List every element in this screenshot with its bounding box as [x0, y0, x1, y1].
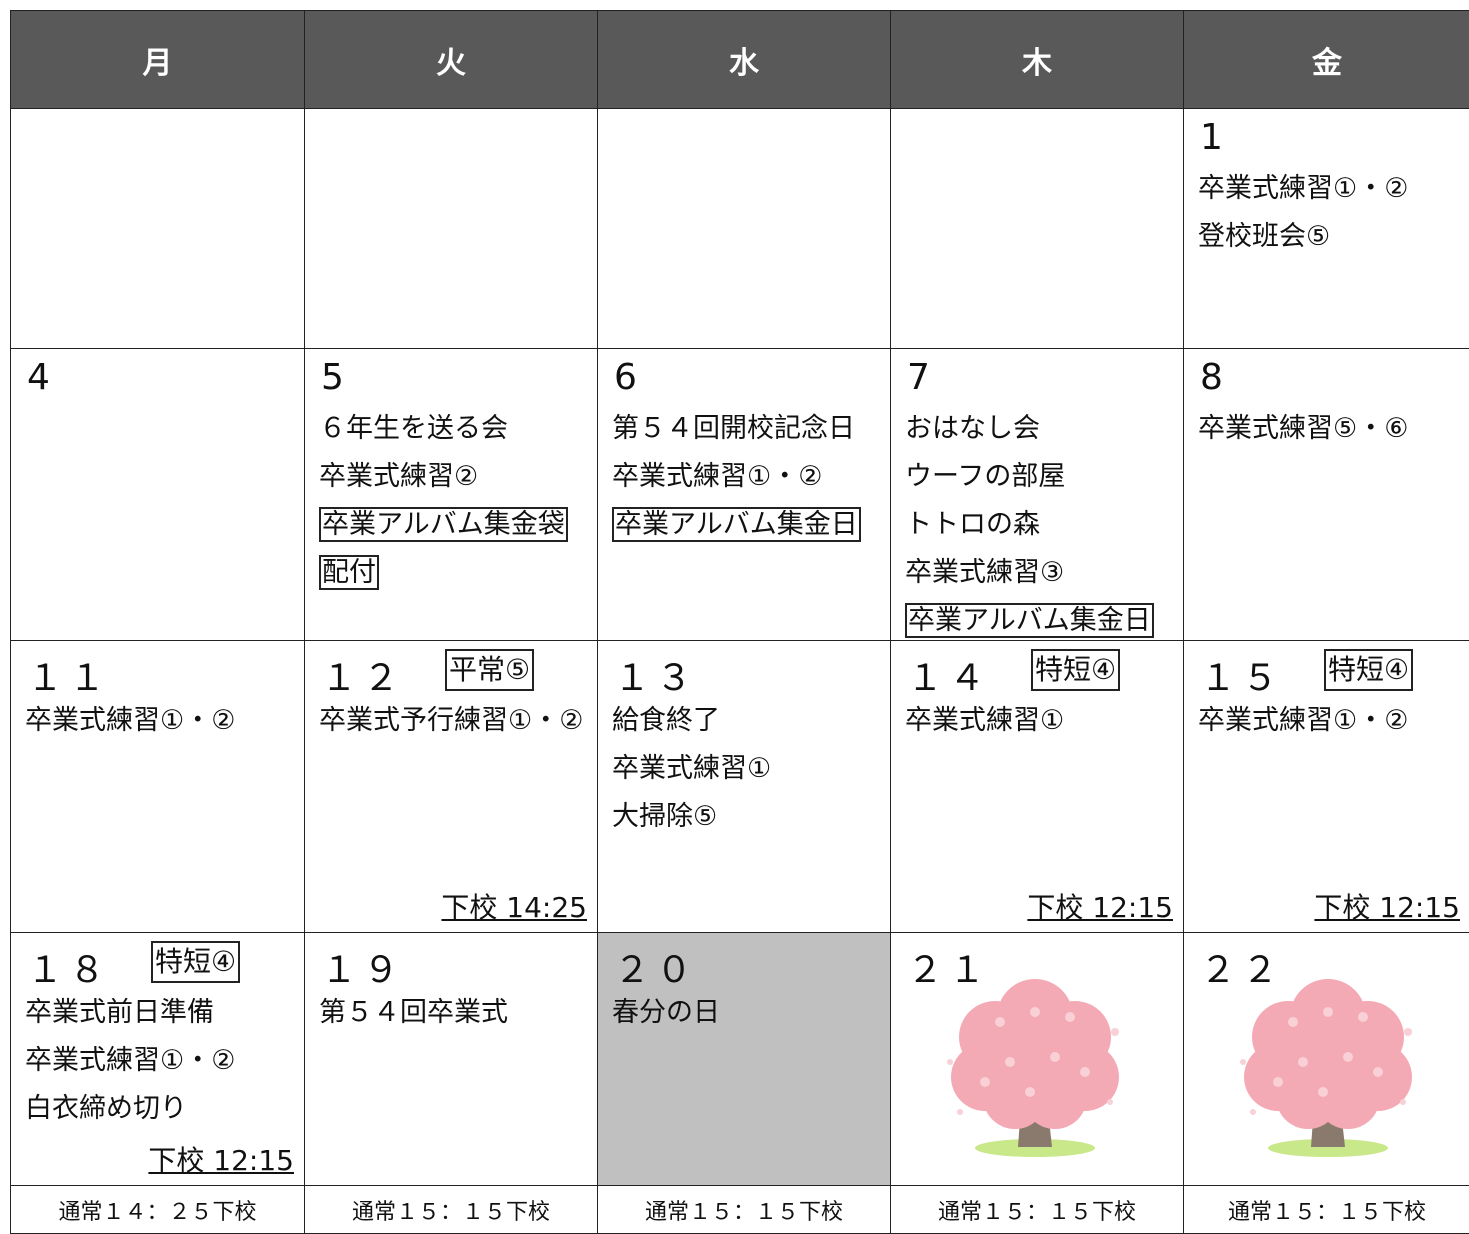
events: 第５４回開校記念日 卒業式練習①・② 卒業アルバム集金日 — [612, 405, 884, 549]
event: ６年生を送る会 — [319, 413, 508, 444]
day-header: 木 — [890, 10, 1184, 109]
day-cell: １４ 特短④ 卒業式練習① 下校 12:15 — [890, 640, 1184, 933]
day-header: 火 — [304, 10, 598, 109]
event: 卒業式練習①・② — [25, 705, 236, 736]
event: 卒業式練習① — [905, 705, 1065, 736]
notice-line: 卒業アルバム集金日 — [905, 597, 1177, 640]
notice-line: 卒業アルバム集金袋配付 — [319, 501, 591, 597]
event: ウーフの部屋 — [905, 461, 1066, 492]
badge: 特短④ — [1324, 649, 1414, 691]
date: 1 — [1200, 117, 1229, 158]
event: 春分の日 — [612, 997, 720, 1028]
event: 大掃除⑤ — [612, 801, 718, 832]
day-header: 水 — [597, 10, 891, 109]
event: 卒業式練習①・② — [25, 1045, 236, 1076]
illustration — [930, 972, 1140, 1166]
events: 卒業式練習⑤・⑥ — [1198, 405, 1464, 453]
event: 第５４回卒業式 — [319, 997, 508, 1028]
date: 6 — [614, 357, 643, 398]
event: 卒業式練習①・② — [612, 461, 823, 492]
day-cell: １２ 平常⑤ 卒業式予行練習①・② 下校 14:25 — [304, 640, 598, 933]
cherry-tree — [947, 979, 1119, 1157]
day-cell — [304, 108, 598, 349]
date: １２ — [321, 658, 406, 699]
date: ２０ — [614, 950, 699, 991]
event: 卒業式練習①・② — [1198, 173, 1409, 204]
event: 卒業式練習③ — [905, 557, 1065, 588]
day-header: 金 — [1183, 10, 1469, 109]
date: １４ — [907, 658, 992, 699]
footer-note: 通常１５：１５下校 — [1183, 1185, 1469, 1234]
day-cell: 8 卒業式練習⑤・⑥ — [1183, 348, 1469, 641]
date: １１ — [27, 658, 112, 699]
dismissal: 下校 14:25 — [441, 891, 587, 924]
dismissal: 下校 12:15 — [1314, 891, 1460, 924]
dismissal: 下校 12:15 — [1027, 891, 1173, 924]
day-cell: １８ 特短④ 卒業式前日準備 卒業式練習①・② 白衣締め切り下校 12:15 — [10, 932, 305, 1186]
footer-note: 通常１４：２５下校 — [10, 1185, 305, 1234]
event: おはなし会 — [905, 413, 1040, 444]
event: 卒業式練習①・② — [1198, 705, 1409, 736]
day-cell: １５ 特短④ 卒業式練習①・② 下校 12:15 — [1183, 640, 1469, 933]
illustration — [1223, 972, 1433, 1166]
date: １８ — [27, 950, 112, 991]
day-cell — [597, 108, 891, 349]
day-cell: １１ 卒業式練習①・② — [10, 640, 305, 933]
date: ２１ — [907, 950, 992, 991]
day-header: 月 — [10, 10, 305, 109]
day-cell: 1 卒業式練習①・② 登校班会⑤ — [1183, 108, 1469, 349]
day-cell: 7 おはなし会ウーフの部屋 トトロの森卒業式練習③ 卒業アルバム集金日 — [890, 348, 1184, 641]
date: 5 — [321, 357, 350, 398]
date: 8 — [1200, 357, 1229, 398]
event: 卒業式練習② — [319, 461, 479, 492]
dismissal: 下校 12:15 — [148, 1144, 294, 1177]
events: 卒業式前日準備 卒業式練習①・② 白衣締め切り — [25, 989, 298, 1133]
events: 春分の日 — [612, 989, 884, 1037]
day-cell: ２０ 春分の日 — [597, 932, 891, 1186]
date: 4 — [27, 357, 56, 398]
footer-note: 通常１５：１５下校 — [304, 1185, 598, 1234]
event: 給食終了 — [612, 705, 720, 736]
event: 登校班会⑤ — [1198, 221, 1331, 252]
events: 第５４回卒業式 — [319, 989, 591, 1037]
event: 卒業式前日準備 — [25, 997, 214, 1028]
event: 卒業式予行練習①・② — [319, 705, 584, 736]
events: おはなし会ウーフの部屋 トトロの森卒業式練習③ 卒業アルバム集金日 — [905, 405, 1177, 640]
notice: 卒業アルバム集金日 — [905, 603, 1154, 638]
events: 卒業式練習①・② — [25, 697, 298, 745]
footer-note: 通常１５：１５下校 — [890, 1185, 1184, 1234]
footer-note: 通常１５：１５下校 — [597, 1185, 891, 1234]
event: 卒業式練習⑤・⑥ — [1198, 413, 1409, 444]
events: 卒業式予行練習①・② — [319, 697, 591, 745]
event: 第５４回開校記念日 — [612, 413, 855, 444]
day-cell: １９ 第５４回卒業式 — [304, 932, 598, 1186]
day-cell — [890, 108, 1184, 349]
day-cell — [10, 108, 305, 349]
date: １３ — [614, 658, 699, 699]
event: 卒業式練習① — [612, 753, 772, 784]
date: ２２ — [1200, 950, 1285, 991]
day-cell: １３ 給食終了卒業式練習① 大掃除⑤ — [597, 640, 891, 933]
events: 給食終了卒業式練習① 大掃除⑤ — [612, 697, 884, 841]
event: トトロの森 — [905, 509, 1040, 540]
day-cell: 6 第５４回開校記念日 卒業式練習①・② 卒業アルバム集金日 — [597, 348, 891, 641]
day-cell: 4 — [10, 348, 305, 641]
badge: 特短④ — [151, 941, 241, 983]
events: ６年生を送る会 卒業式練習② 卒業アルバム集金袋配付 — [319, 405, 591, 597]
cherry-tree — [1240, 979, 1412, 1157]
event: 白衣締め切り — [25, 1093, 187, 1124]
date: １５ — [1200, 658, 1285, 699]
date: 7 — [907, 357, 936, 398]
notice: 卒業アルバム集金袋配付 — [319, 507, 568, 590]
events: 卒業式練習①・② — [1198, 697, 1464, 745]
events: 卒業式練習①・② 登校班会⑤ — [1198, 165, 1464, 261]
notice: 卒業アルバム集金日 — [612, 507, 861, 542]
day-cell: 5 ６年生を送る会 卒業式練習② 卒業アルバム集金袋配付 — [304, 348, 598, 641]
date: １９ — [321, 950, 406, 991]
badge: 平常⑤ — [445, 649, 535, 691]
badge: 特短④ — [1031, 649, 1121, 691]
events: 卒業式練習① — [905, 697, 1177, 745]
notice-line: 卒業アルバム集金日 — [612, 501, 884, 549]
